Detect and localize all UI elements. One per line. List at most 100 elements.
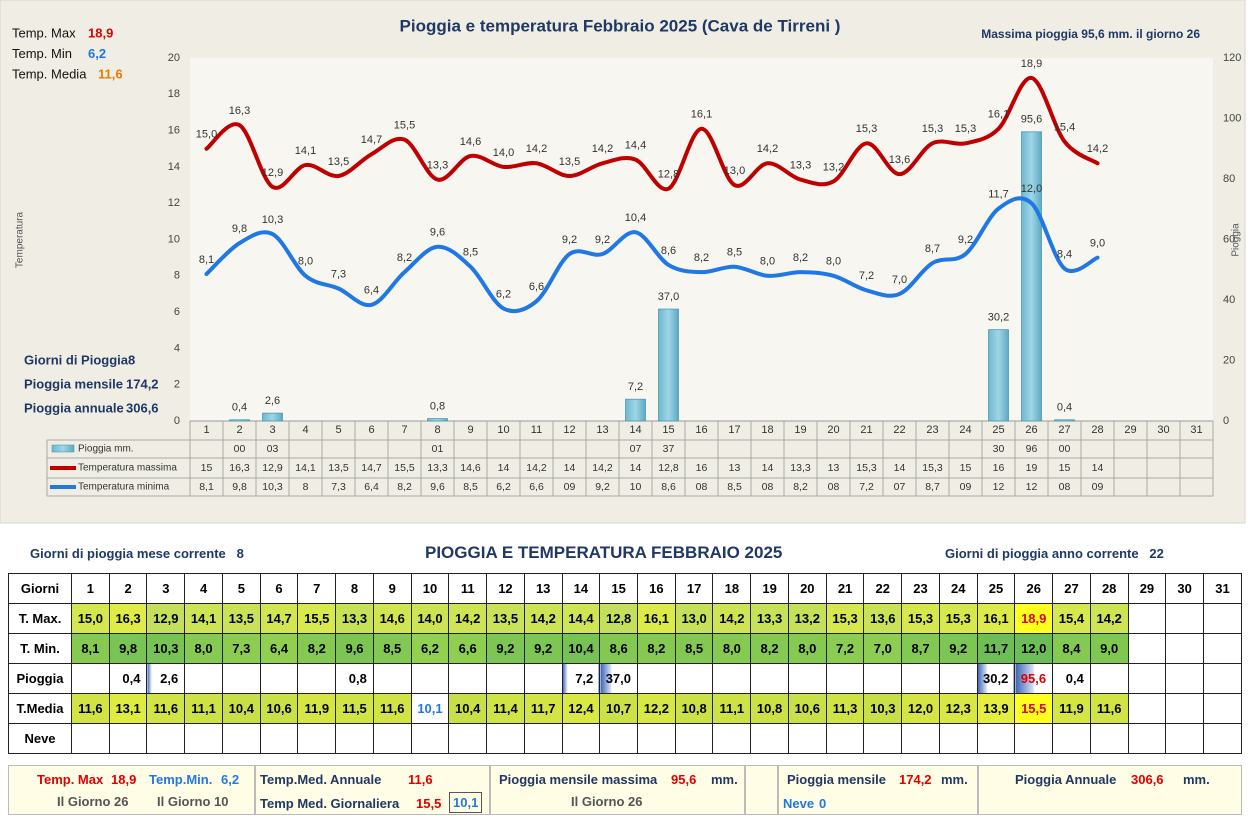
cell: [297, 663, 337, 694]
cell: [184, 663, 223, 694]
table-cell: 14,7: [361, 462, 382, 474]
cell: 8,0: [712, 633, 752, 664]
cell: [448, 723, 488, 754]
bar: [427, 418, 448, 422]
day-header: 4: [184, 573, 223, 604]
cell: 10,3: [863, 693, 903, 724]
cell: [561, 723, 601, 754]
day-header: 17: [674, 573, 714, 604]
table-cell: 14: [630, 462, 642, 474]
cell: 9,0: [1089, 633, 1129, 664]
x-tick-label: 31: [1190, 424, 1202, 436]
table-cell: 8,7: [925, 481, 940, 493]
value: 15,5: [416, 796, 442, 811]
point-label: 9,8: [232, 223, 247, 235]
point-label: 13,2: [823, 161, 844, 173]
table-cell: 19: [1026, 462, 1038, 474]
cell: [750, 723, 789, 754]
x-tick-label: 11: [531, 424, 542, 436]
cell: 10,4: [448, 693, 488, 724]
point-label: 9,0: [1090, 238, 1105, 250]
cell: 13,6: [863, 603, 903, 634]
month-rain-days: Giorni di pioggia mese corrente 8: [30, 546, 244, 561]
table-cell: 03: [267, 443, 279, 455]
cell: 13,3: [335, 603, 374, 634]
table-cell: 8,2: [793, 481, 808, 493]
bar-label: 7,2: [628, 381, 643, 393]
point-label: 14,2: [592, 143, 613, 155]
x-tick-label: 5: [335, 424, 341, 436]
point-label: 12,9: [262, 167, 283, 179]
cell: [1203, 723, 1242, 754]
section-title: PIOGGIA E TEMPERATURA FEBBRAIO 2025: [425, 543, 783, 562]
table-cell: 09: [564, 481, 576, 493]
x-tick-label: 28: [1091, 424, 1103, 436]
point-label: 15,0: [196, 129, 217, 141]
cell: 10,8: [750, 693, 789, 724]
row-label: T.Media: [8, 693, 72, 724]
point-label: 8,0: [760, 256, 775, 268]
point-label: 7,0: [892, 274, 907, 286]
day-header: 31: [1203, 573, 1242, 604]
label: Neve: [783, 796, 815, 811]
rain-label: Pioggia mensile: [24, 376, 123, 391]
point-label: 8,2: [397, 252, 412, 264]
stat-label: Temp. Min: [12, 46, 72, 61]
point-label: 13,6: [889, 154, 910, 166]
point-label: 8,5: [727, 247, 742, 259]
y2-tick-label: 100: [1223, 112, 1241, 124]
table-cell: 9,2: [595, 481, 610, 493]
x-tick-label: 24: [959, 424, 971, 436]
bar-label: 0,8: [430, 400, 445, 412]
point-label: 16,1: [988, 109, 1009, 121]
x-tick-label: 23: [926, 424, 938, 436]
point-label: 12,0: [1021, 183, 1042, 195]
table-cell: 00: [1059, 443, 1071, 455]
label: Pioggia Annuale: [1015, 772, 1117, 787]
day-header: 19: [750, 573, 789, 604]
y2-tick-label: 60: [1223, 233, 1235, 245]
footer-month-rain: Pioggia mensile 174,2 mm. Neve 0: [778, 765, 978, 815]
table-cell: 6,4: [364, 481, 379, 493]
x-tick-label: 20: [827, 424, 839, 436]
cell: 8,2: [637, 633, 676, 664]
point-label: 8,6: [661, 245, 676, 257]
cell: [1203, 693, 1242, 724]
cell: 13,2: [787, 603, 827, 634]
x-tick-label: 7: [401, 424, 407, 436]
day-header: 8: [335, 573, 374, 604]
day-header: 21: [825, 573, 865, 604]
x-tick-label: 12: [563, 424, 575, 436]
table-cell: 08: [696, 481, 708, 493]
cell: [1052, 723, 1091, 754]
bar: [658, 308, 679, 422]
y-tick-label: 12: [168, 197, 180, 209]
table-cell: 15,3: [922, 462, 943, 474]
cell: 16,1: [976, 603, 1016, 634]
value: 8: [236, 546, 244, 561]
cell: 9,2: [486, 633, 525, 664]
cell: 13,0: [674, 603, 714, 634]
point-label: 15,5: [394, 120, 415, 132]
y-tick-label: 16: [168, 125, 180, 137]
cell: [410, 723, 450, 754]
point-label: 6,4: [364, 285, 379, 297]
cell: [1089, 723, 1129, 754]
label: Pioggia mensile: [787, 772, 886, 787]
cell: [1165, 723, 1205, 754]
table-cell: 12,9: [262, 462, 283, 474]
day-header: 14: [561, 573, 601, 604]
point-label: 7,3: [331, 268, 346, 280]
chart: Pioggia e temperatura Febbraio 2025 (Cav…: [0, 0, 1246, 524]
point-label: 8,7: [925, 243, 940, 255]
unit: mm.: [711, 772, 738, 787]
day: Il Giorno 26: [571, 794, 643, 809]
y-axis-label: Temperatura: [15, 211, 26, 268]
cell: 14,1: [184, 603, 223, 634]
point-label: 8,1: [199, 254, 214, 266]
point-label: 9,2: [562, 234, 577, 246]
point-label: 16,1: [691, 109, 712, 121]
rain-value: 174,2: [126, 376, 159, 391]
cell: [448, 663, 488, 694]
